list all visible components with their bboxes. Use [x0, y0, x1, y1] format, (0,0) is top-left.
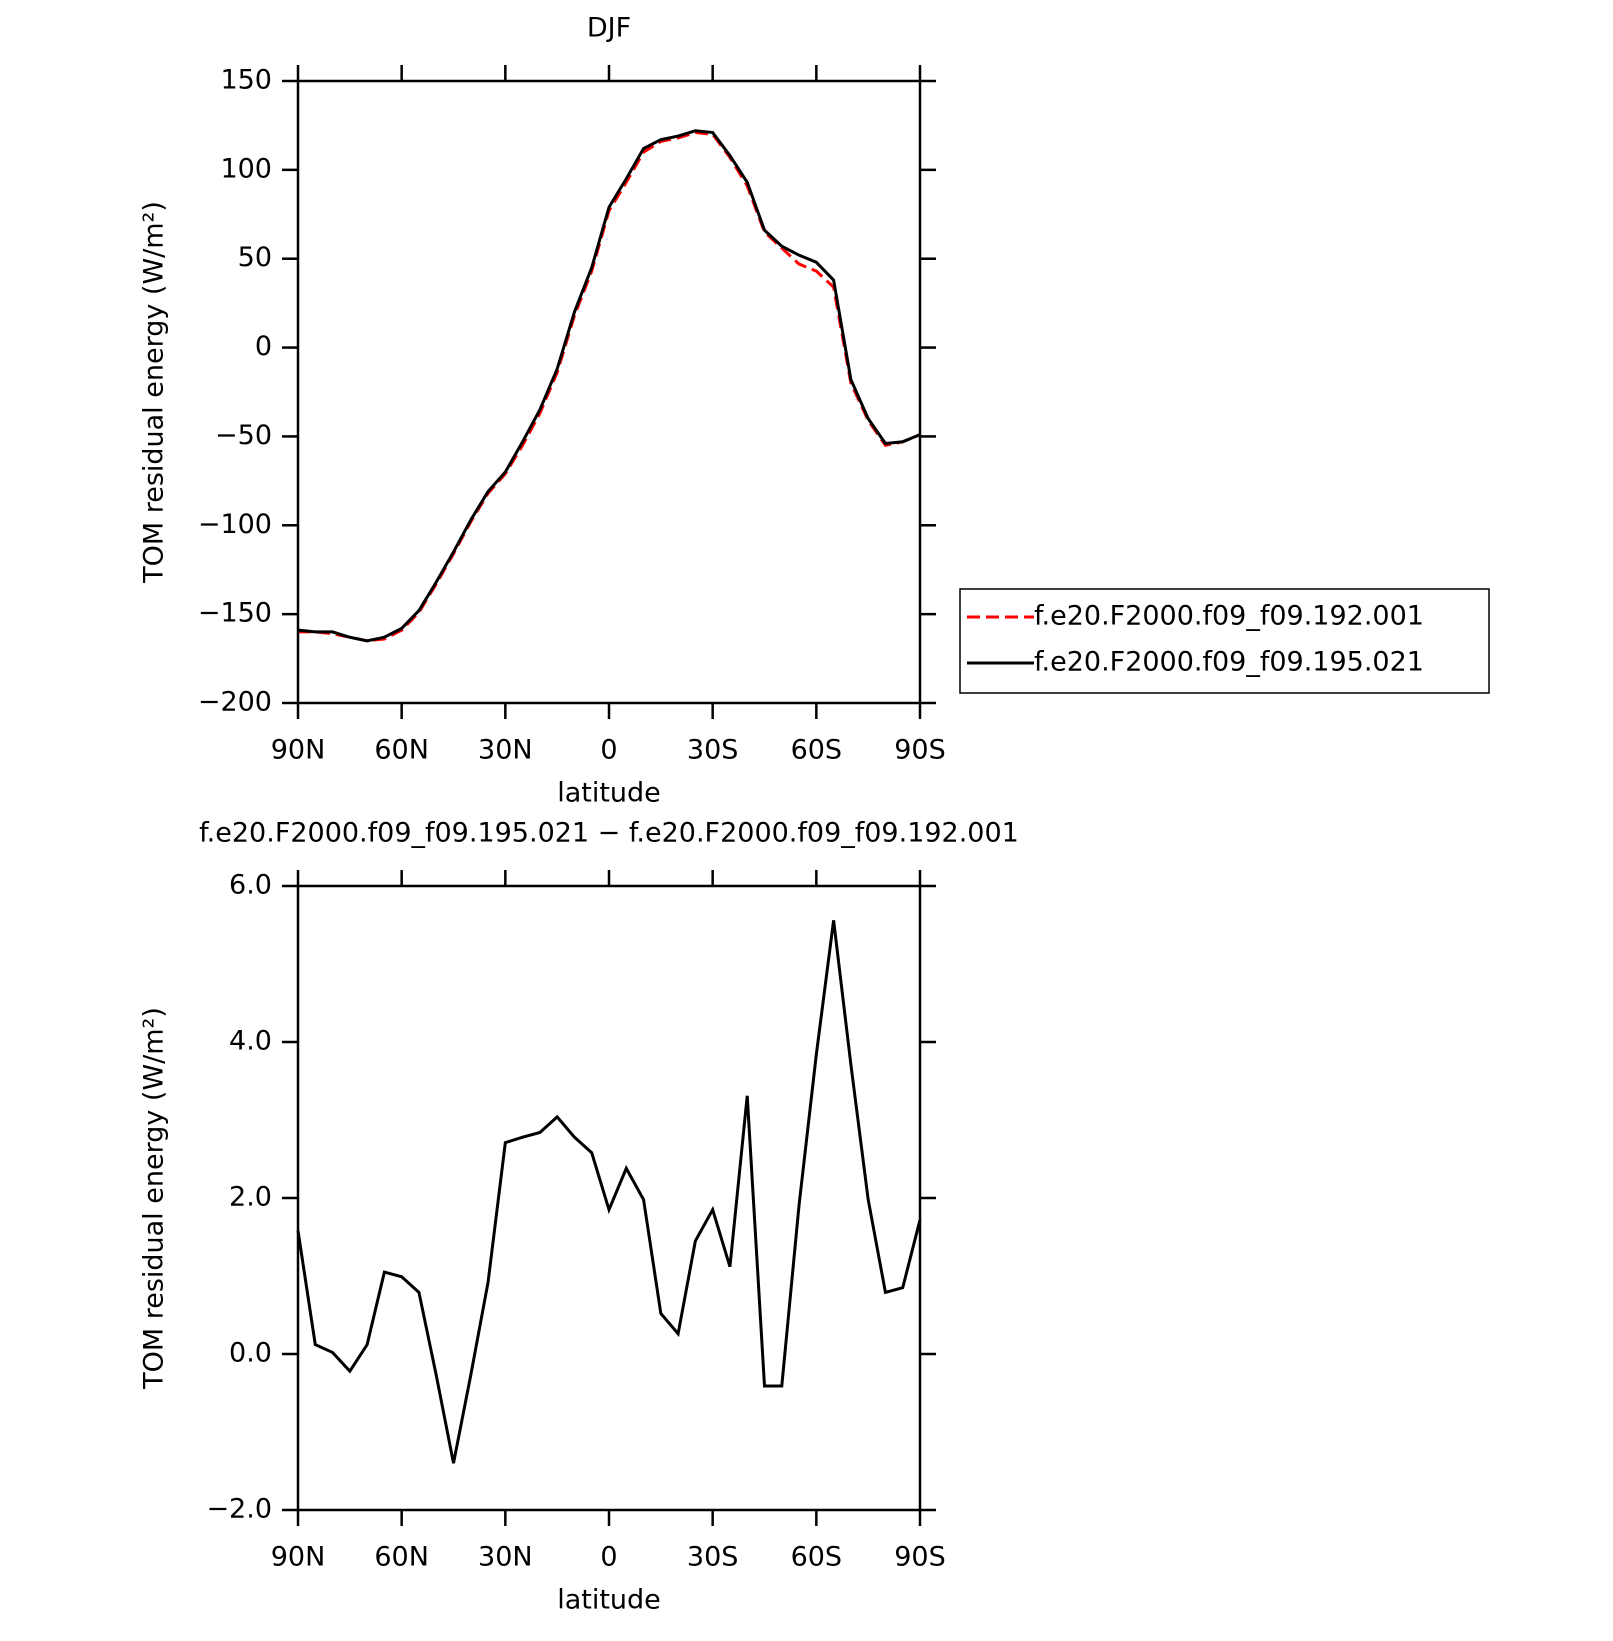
y-tick-label: 0 — [255, 331, 272, 362]
x-axis-label: latitude — [557, 1585, 661, 1616]
y-tick-label: 4.0 — [229, 1026, 272, 1057]
x-tick-label: 60N — [374, 1542, 429, 1573]
y-tick-label: −200 — [198, 687, 272, 718]
legend-label: f.e20.F2000.f09_f09.192.001 — [1034, 601, 1424, 632]
y-tick-label: 2.0 — [229, 1182, 272, 1213]
x-tick-label: 60S — [791, 735, 843, 766]
y-tick-label: −50 — [215, 420, 272, 451]
y-tick-label: 150 — [220, 65, 272, 96]
legend-label: f.e20.F2000.f09_f09.195.021 — [1034, 647, 1424, 678]
x-axis-label: latitude — [557, 778, 661, 809]
x-tick-label: 90S — [894, 735, 946, 766]
y-tick-label: −150 — [198, 598, 272, 629]
y-tick-label: 100 — [220, 153, 272, 184]
chart-title: DJF — [587, 13, 631, 44]
x-tick-label: 60S — [791, 1542, 843, 1573]
x-tick-label: 90N — [271, 735, 326, 766]
data-line — [297, 129, 921, 643]
x-tick-label: 60N — [374, 735, 429, 766]
x-tick-label: 90S — [894, 1542, 946, 1573]
plot-frame — [296, 79, 922, 705]
plot-frame — [296, 884, 922, 1512]
y-axis-label: TOM residual energy (W/m²) — [139, 201, 170, 584]
x-tick-label: 0 — [600, 735, 617, 766]
y-tick-label: 50 — [238, 242, 272, 273]
x-tick-label: 30N — [478, 735, 533, 766]
data-line — [296, 920, 922, 1464]
y-axis-label: TOM residual energy (W/m²) — [139, 1007, 170, 1390]
x-tick-label: 30S — [687, 1542, 739, 1573]
y-tick-label: −100 — [198, 509, 272, 540]
x-tick-label: 30S — [687, 735, 739, 766]
y-tick-label: 0.0 — [229, 1338, 272, 1369]
chart-title: f.e20.F2000.f09_f09.195.021 − f.e20.F200… — [199, 818, 1019, 849]
x-tick-label: 0 — [600, 1542, 617, 1573]
x-tick-label: 30N — [478, 1542, 533, 1573]
legend-box — [959, 588, 1490, 694]
y-tick-label: 6.0 — [229, 870, 272, 901]
y-tick-label: −2.0 — [206, 1494, 272, 1525]
x-tick-label: 90N — [271, 1542, 326, 1573]
